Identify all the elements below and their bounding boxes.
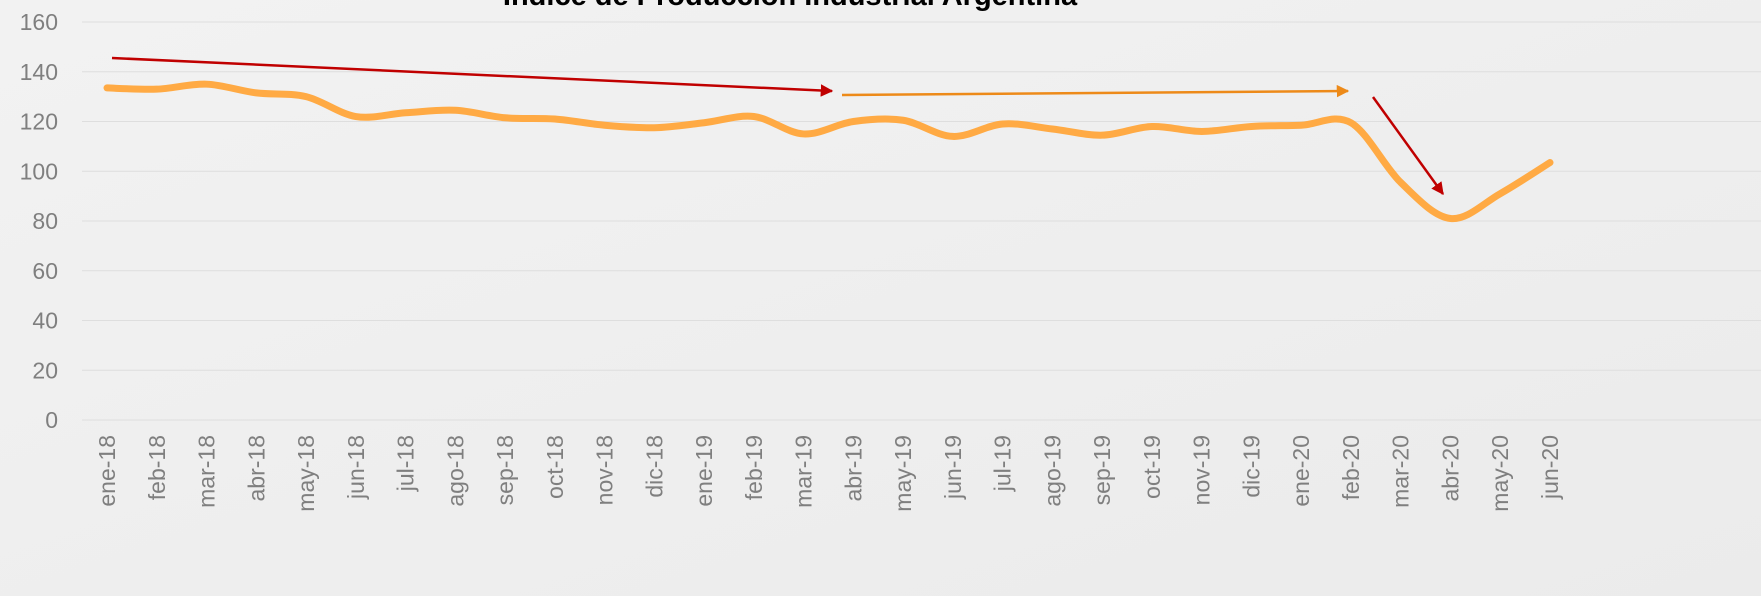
x-tick-label: ago-19 — [1039, 435, 1065, 507]
x-tick-label: jun-19 — [940, 435, 966, 500]
series-line — [103, 80, 1554, 223]
x-tick-label: jul-19 — [990, 435, 1016, 492]
x-tick-label: sep-19 — [1089, 435, 1115, 505]
chart-title: Índice de Producción Industrial Argentin… — [503, 0, 1078, 12]
x-tick-label: ago-18 — [442, 435, 468, 507]
trend-arrow — [1371, 96, 1445, 196]
plot — [103, 80, 1554, 223]
x-tick-label: ene-18 — [94, 435, 120, 507]
x-tick-label: nov-18 — [592, 435, 618, 505]
y-tick-label: 140 — [20, 59, 58, 85]
x-tick-label: abr-20 — [1437, 435, 1463, 501]
x-tick-label: abr-19 — [840, 435, 866, 501]
y-tick-label: 160 — [20, 9, 58, 35]
y-tick-label: 40 — [32, 308, 58, 334]
x-tick-label: sep-18 — [492, 435, 518, 505]
x-tick-label: oct-18 — [542, 435, 568, 499]
y-tick-label: 100 — [20, 158, 58, 184]
y-tick-label: 80 — [32, 208, 58, 234]
x-tick-label: dic-19 — [1238, 435, 1264, 498]
x-tick-label: may-18 — [293, 435, 319, 512]
x-tick-label: nov-19 — [1189, 435, 1215, 505]
y-tick-label: 60 — [32, 258, 58, 284]
x-tick-label: dic-18 — [641, 435, 667, 498]
x-tick-label: ene-19 — [691, 435, 717, 507]
x-tick-label: jun-18 — [343, 435, 369, 500]
x-tick-label: mar-19 — [791, 435, 817, 508]
y-tick-label: 20 — [32, 357, 58, 383]
trend-arrow — [111, 56, 834, 97]
trend-arrow — [841, 84, 1350, 98]
y-tick-label: 120 — [20, 109, 58, 135]
x-tick-label: feb-20 — [1338, 435, 1364, 500]
grid: 0 20 40 60 80 100 120 140 160 ene-18 feb-18 mar-18 a… — [20, 9, 1761, 512]
x-tick-label: jul-18 — [393, 435, 419, 492]
x-tick-label: abr-18 — [243, 435, 269, 501]
y-tick-label: 0 — [45, 407, 58, 433]
x-tick-label: mar-18 — [194, 435, 220, 508]
x-tick-label: jun-20 — [1537, 435, 1563, 500]
x-tick-label: feb-18 — [144, 435, 170, 500]
x-tick-label: may-19 — [890, 435, 916, 512]
x-tick-label: may-20 — [1487, 435, 1513, 512]
x-tick-label: oct-19 — [1139, 435, 1165, 499]
x-tick-label: ene-20 — [1288, 435, 1314, 507]
x-tick-label: feb-19 — [741, 435, 767, 500]
x-tick-label: mar-20 — [1388, 435, 1414, 508]
